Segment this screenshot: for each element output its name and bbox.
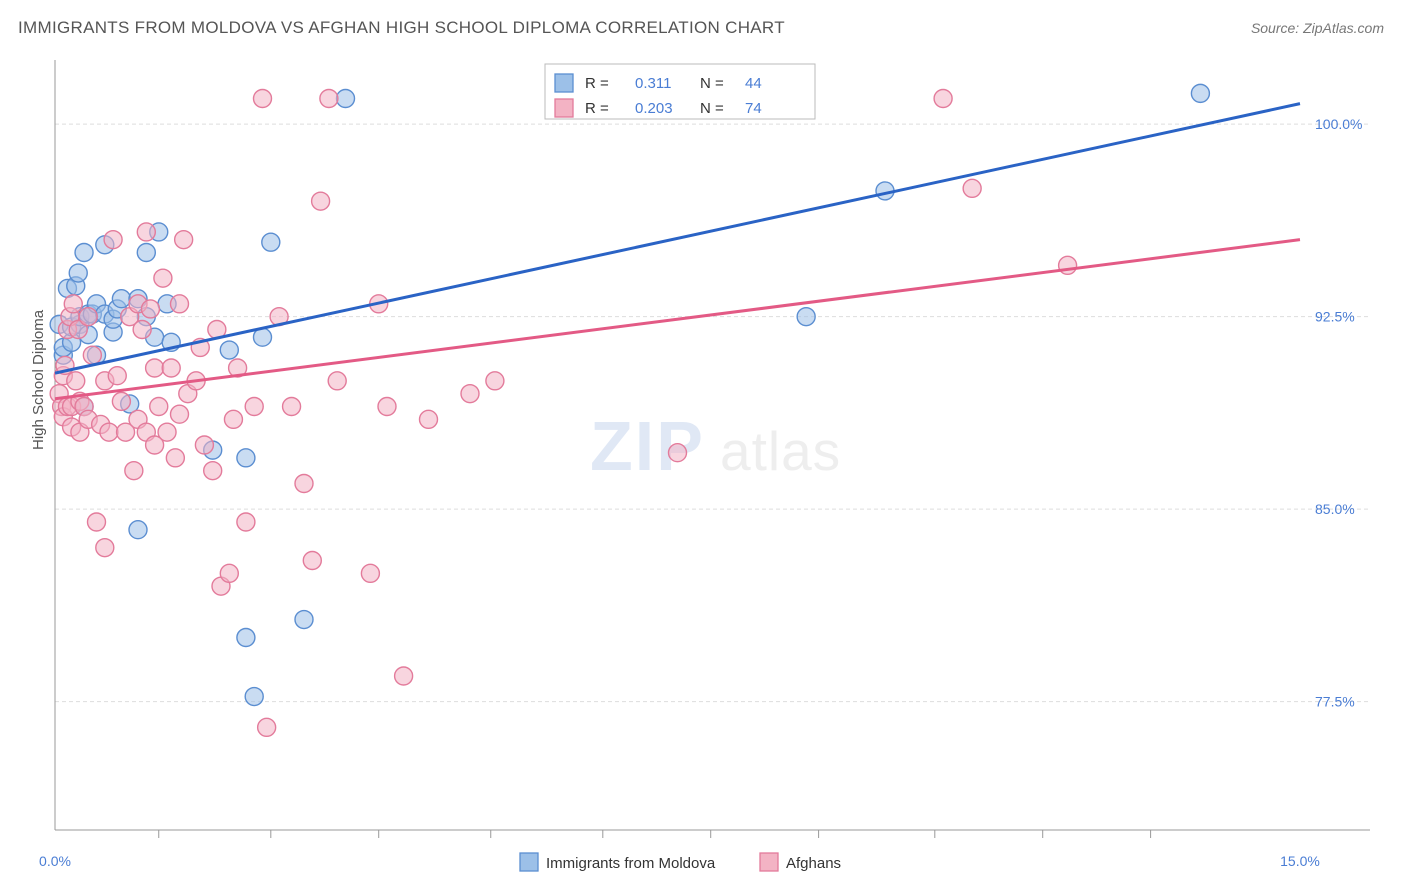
svg-text:0.203: 0.203 [635, 100, 673, 117]
svg-text:ZIP: ZIP [590, 407, 705, 485]
svg-text:100.0%: 100.0% [1315, 116, 1362, 132]
svg-text:atlas: atlas [720, 420, 841, 482]
svg-text:N =: N = [700, 100, 724, 117]
svg-text:R =: R = [585, 100, 609, 117]
axes [55, 60, 1370, 838]
svg-text:44: 44 [745, 75, 762, 92]
legend-stats: R = 0.311 N = 44 R = 0.203 N = 74 [545, 64, 815, 119]
y-tick-labels: 100.0% 92.5% 85.0% 77.5% [1315, 116, 1362, 710]
legend-series: Immigrants from Moldova Afghans [520, 853, 841, 872]
correlation-chart: ZIPatlas 100.0% 92.5% 85.0% 77.5% 0.0% 15.0%… [0, 0, 1406, 892]
svg-text:Immigrants from Moldova: Immigrants from Moldova [546, 855, 716, 872]
svg-text:N =: N = [700, 75, 724, 92]
svg-text:85.0%: 85.0% [1315, 501, 1355, 517]
svg-text:74: 74 [745, 100, 762, 117]
regression-lines [55, 104, 1300, 399]
svg-text:R =: R = [585, 75, 609, 92]
svg-text:77.5%: 77.5% [1315, 694, 1355, 710]
svg-text:Afghans: Afghans [786, 855, 841, 872]
svg-text:15.0%: 15.0% [1280, 853, 1320, 869]
watermark: ZIPatlas [590, 407, 841, 485]
svg-text:0.0%: 0.0% [39, 853, 71, 869]
svg-text:0.311: 0.311 [635, 75, 671, 92]
svg-text:92.5%: 92.5% [1315, 309, 1355, 325]
